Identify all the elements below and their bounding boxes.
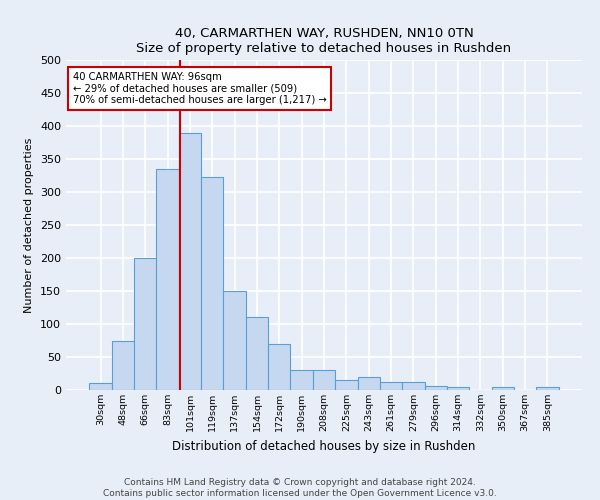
Bar <box>335 380 358 390</box>
Bar <box>134 258 157 390</box>
Text: Contains HM Land Registry data © Crown copyright and database right 2024.
Contai: Contains HM Land Registry data © Crown c… <box>103 478 497 498</box>
Title: 40, CARMARTHEN WAY, RUSHDEN, NN10 0TN
Size of property relative to detached hous: 40, CARMARTHEN WAY, RUSHDEN, NN10 0TN Si… <box>136 26 512 54</box>
Bar <box>358 377 380 390</box>
Bar <box>290 370 313 390</box>
Bar <box>402 382 425 390</box>
Bar <box>201 178 223 390</box>
Bar <box>536 386 559 390</box>
Text: 40 CARMARTHEN WAY: 96sqm
← 29% of detached houses are smaller (509)
70% of semi-: 40 CARMARTHEN WAY: 96sqm ← 29% of detach… <box>73 72 326 105</box>
Bar <box>380 382 402 390</box>
Bar <box>157 169 179 390</box>
Bar <box>112 340 134 390</box>
Y-axis label: Number of detached properties: Number of detached properties <box>25 138 34 312</box>
Bar <box>89 384 112 390</box>
Bar <box>179 132 201 390</box>
Bar <box>223 291 246 390</box>
Bar <box>268 344 290 390</box>
Bar <box>447 386 469 390</box>
Bar <box>425 386 447 390</box>
Bar <box>491 388 514 390</box>
X-axis label: Distribution of detached houses by size in Rushden: Distribution of detached houses by size … <box>172 440 476 452</box>
Bar <box>313 370 335 390</box>
Bar <box>246 318 268 390</box>
